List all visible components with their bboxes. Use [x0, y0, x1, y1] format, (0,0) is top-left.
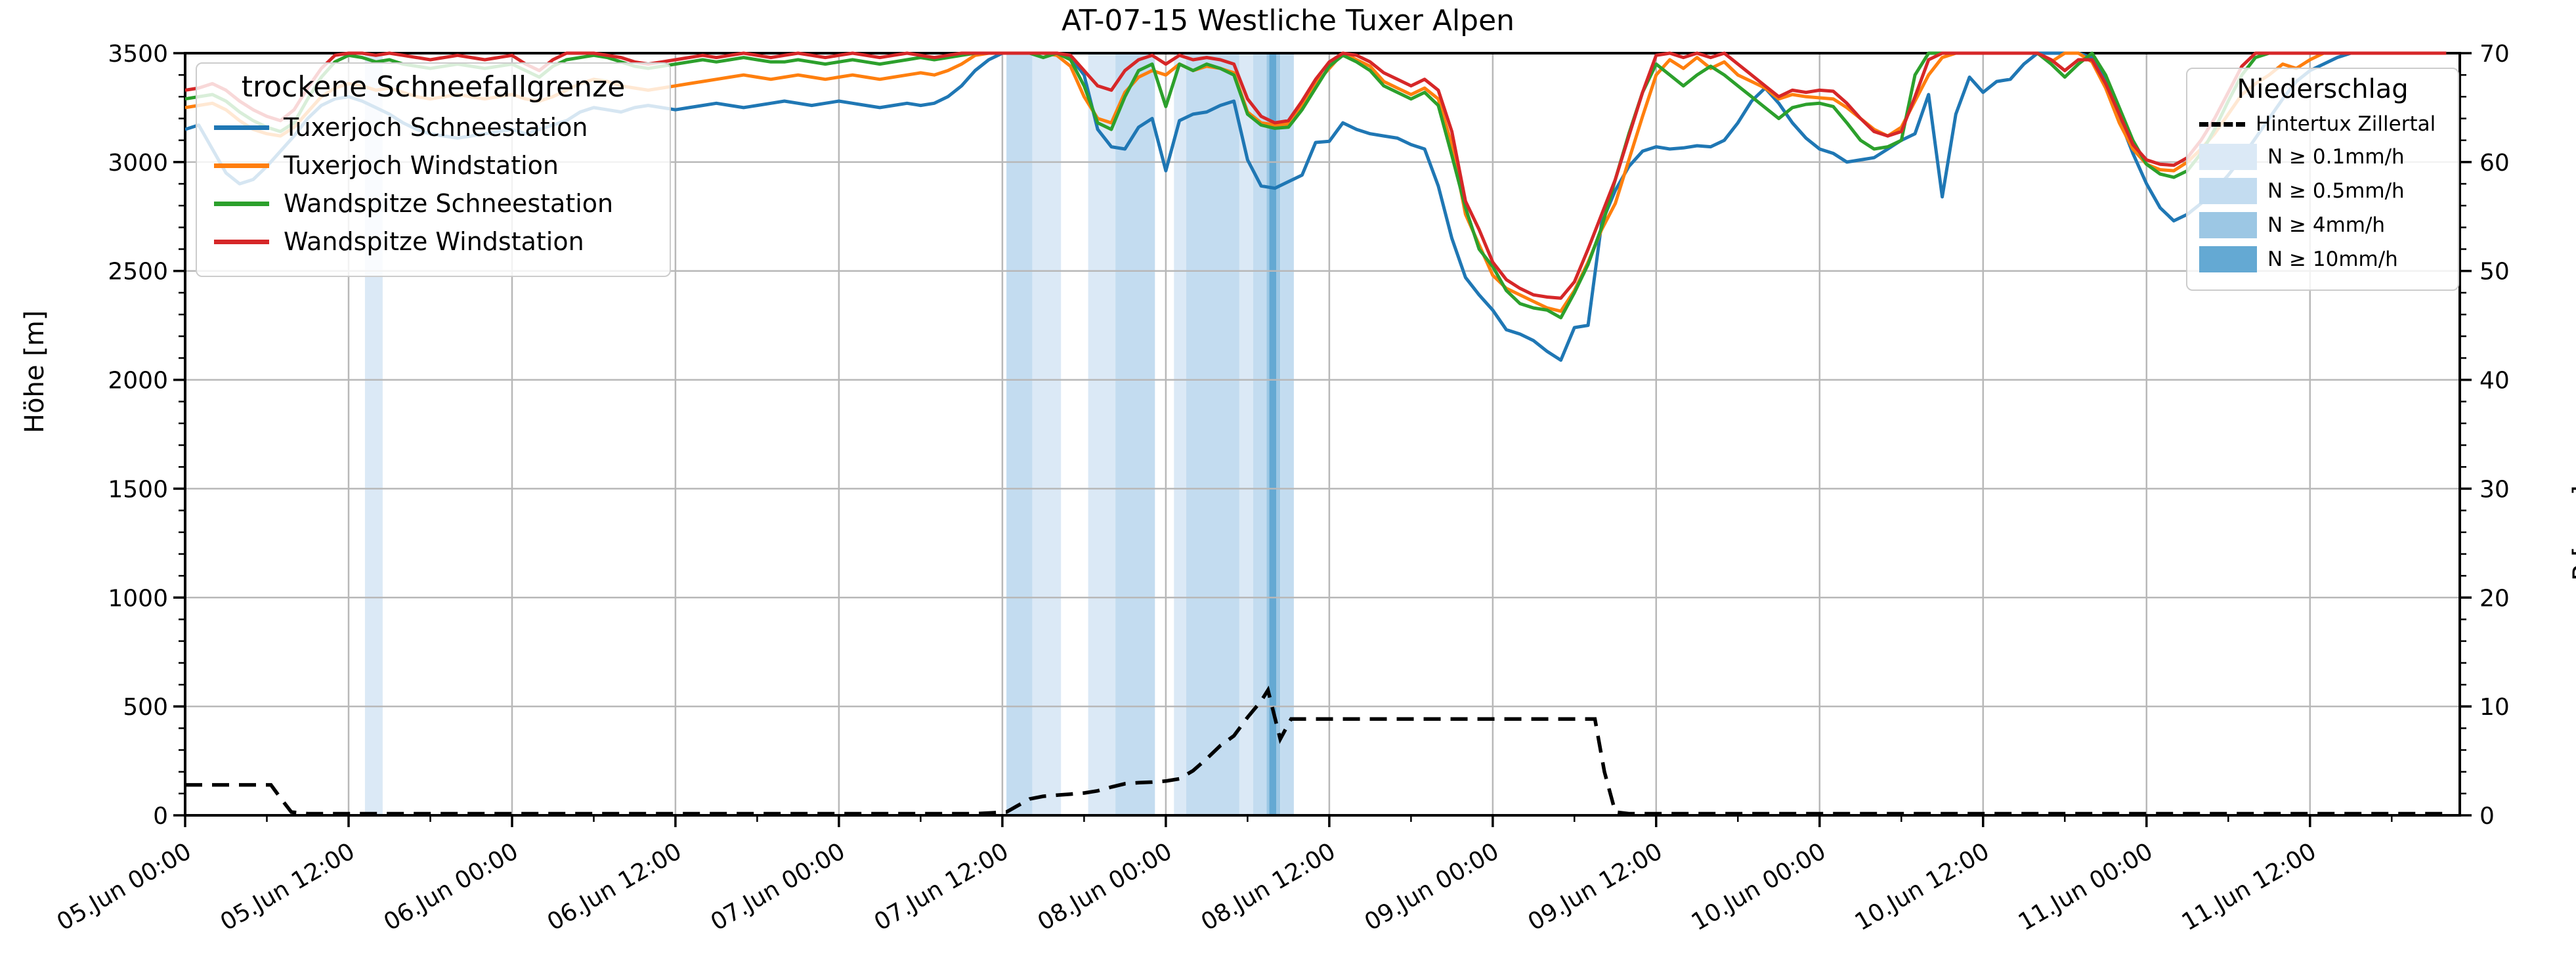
- svg-text:20: 20: [2479, 585, 2510, 612]
- legend-item: Tuxerjoch Schneestation: [214, 113, 653, 142]
- spines: [184, 52, 2461, 817]
- svg-text:09.Jun 00:00: 09.Jun 00:00: [1360, 838, 1504, 936]
- band-swatch-icon: [2199, 246, 2257, 272]
- svg-text:1500: 1500: [108, 476, 168, 503]
- svg-text:08.Jun 00:00: 08.Jun 00:00: [1033, 838, 1177, 936]
- band-swatch-icon: [2199, 212, 2257, 238]
- precip-band: [1032, 53, 1062, 815]
- svg-text:1000: 1000: [108, 585, 168, 612]
- legend-item: Wandspitze Windstation: [214, 227, 653, 256]
- svg-text:05.Jun 12:00: 05.Jun 12:00: [216, 838, 360, 936]
- svg-text:3000: 3000: [108, 150, 168, 177]
- legend-snowline-title: trockene Schneefallgrenze: [241, 70, 626, 104]
- svg-text:2500: 2500: [108, 259, 168, 286]
- svg-text:50: 50: [2479, 259, 2510, 286]
- precip-band: [1239, 53, 1253, 815]
- series-hintertux-zillertal: [185, 685, 2447, 816]
- axis-ticks: [173, 52, 2472, 827]
- precip-band: [1115, 53, 1155, 815]
- precip-band: [1174, 53, 1186, 815]
- band-swatch-icon: [2199, 178, 2257, 204]
- precip-bands: [364, 53, 1294, 815]
- svg-text:30: 30: [2479, 476, 2510, 503]
- legend-item-label: Hintertux Zillertal: [2256, 112, 2436, 136]
- legend-item-label: Wandspitze Schneestation: [284, 189, 614, 218]
- legend-item-label: N ≥ 4mm/h: [2267, 213, 2386, 237]
- svg-text:10.Jun 12:00: 10.Jun 12:00: [1851, 838, 1994, 936]
- svg-text:07.Jun 12:00: 07.Jun 12:00: [870, 838, 1014, 936]
- legend-item: N ≥ 4mm/h: [2199, 212, 2446, 238]
- line-sample-icon: [214, 125, 269, 130]
- series-wandspitze-windstation: [185, 51, 2447, 300]
- svg-text:07.Jun 00:00: 07.Jun 00:00: [706, 838, 850, 936]
- svg-text:10: 10: [2479, 694, 2510, 721]
- legend-item-label: Tuxerjoch Schneestation: [284, 113, 588, 142]
- legend-item: N ≥ 10mm/h: [2199, 246, 2446, 272]
- legend-item: N ≥ 0.1mm/h: [2199, 144, 2446, 170]
- precip-band: [1186, 53, 1239, 815]
- precip-band: [1253, 53, 1267, 815]
- svg-text:0: 0: [153, 803, 168, 830]
- svg-text:500: 500: [123, 694, 168, 721]
- svg-text:60: 60: [2479, 150, 2510, 177]
- svg-text:2000: 2000: [108, 368, 168, 395]
- svg-text:0: 0: [2479, 803, 2495, 830]
- svg-text:06.Jun 00:00: 06.Jun 00:00: [379, 838, 523, 936]
- band-swatch-icon: [2199, 144, 2257, 170]
- precip-band: [1269, 53, 1276, 815]
- dashed-line-sample-icon: [2199, 121, 2245, 127]
- series-wandspitze-schneestation: [185, 51, 2447, 320]
- precip-band: [1006, 53, 1033, 815]
- svg-text:11.Jun 12:00: 11.Jun 12:00: [2178, 838, 2321, 936]
- legend-item: Wandspitze Schneestation: [214, 189, 653, 218]
- svg-text:11.Jun 00:00: 11.Jun 00:00: [2014, 838, 2158, 936]
- svg-text:40: 40: [2479, 368, 2510, 395]
- svg-text:10.Jun 00:00: 10.Jun 00:00: [1687, 838, 1831, 936]
- svg-text:05.Jun 00:00: 05.Jun 00:00: [53, 838, 196, 936]
- legend-item: N ≥ 0.5mm/h: [2199, 178, 2446, 204]
- legend-precipitation: Niederschlag Hintertux Zillertal N ≥ 0.1…: [2186, 68, 2459, 291]
- legend-item: Tuxerjoch Windstation: [214, 151, 653, 180]
- legend-item-label: Tuxerjoch Windstation: [284, 151, 559, 180]
- legend-item-label: N ≥ 0.5mm/h: [2267, 179, 2405, 203]
- line-sample-icon: [214, 201, 269, 206]
- legend-item-label: N ≥ 10mm/h: [2267, 247, 2398, 271]
- legend-item-label: Wandspitze Windstation: [284, 227, 584, 256]
- chart-title: AT-07-15 Westliche Tuxer Alpen: [1061, 4, 1515, 37]
- precip-band: [1088, 53, 1116, 815]
- svg-text:06.Jun 12:00: 06.Jun 12:00: [543, 838, 687, 936]
- precip-line-group: [185, 685, 2447, 816]
- precip-band: [1280, 53, 1294, 815]
- y-axis-label-right: P [mm]: [2568, 485, 2576, 581]
- legend-item-label: N ≥ 0.1mm/h: [2267, 145, 2405, 169]
- legend-snowline: trockene Schneefallgrenze Tuxerjoch Schn…: [196, 62, 671, 277]
- legend-item: Hintertux Zillertal: [2199, 112, 2446, 136]
- svg-text:08.Jun 12:00: 08.Jun 12:00: [1197, 838, 1341, 936]
- svg-text:09.Jun 12:00: 09.Jun 12:00: [1524, 838, 1667, 936]
- svg-text:3500: 3500: [108, 41, 168, 68]
- line-sample-icon: [214, 239, 269, 244]
- y-axis-label-left: Höhe [m]: [20, 310, 50, 433]
- legend-precipitation-title: Niederschlag: [2237, 74, 2409, 104]
- svg-text:70: 70: [2479, 41, 2510, 68]
- line-sample-icon: [214, 163, 269, 168]
